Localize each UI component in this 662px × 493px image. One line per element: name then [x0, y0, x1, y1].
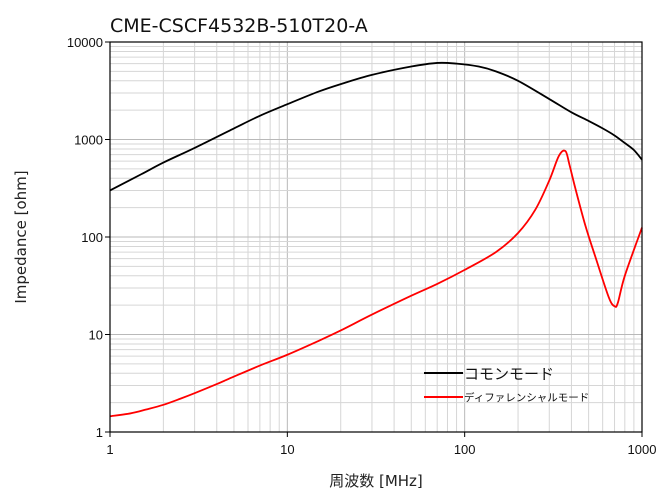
- series-layer: [109, 61, 643, 418]
- legend: コモンモード ディファレンシャルモード: [424, 365, 589, 404]
- x-tick-label: 1: [106, 442, 113, 457]
- series-line-differential-mode: [109, 149, 643, 418]
- y-tick-label: 10000: [67, 35, 103, 50]
- y-tick-label: 1: [96, 425, 103, 440]
- tick-labels: 1 10 100 1000 1 10 100 1000 10000: [67, 35, 657, 457]
- series-line-common-mode: [109, 61, 643, 192]
- legend-label-differential-mode: ディファレンシャルモード: [464, 391, 589, 404]
- y-tick-label: 10: [89, 328, 103, 343]
- x-tick-label: 100: [454, 442, 476, 457]
- grid: [110, 42, 642, 432]
- chart-title: CME-CSCF4532B-510T20-A: [110, 15, 368, 37]
- y-tick-label: 100: [81, 230, 103, 245]
- y-axis-label: Impedance [ohm]: [12, 170, 30, 303]
- x-axis-label: 周波数 [MHz]: [329, 472, 423, 490]
- x-tick-label: 1000: [628, 442, 657, 457]
- y-tick-label: 1000: [74, 133, 103, 148]
- legend-label-common-mode: コモンモード: [464, 365, 554, 383]
- x-tick-label: 10: [280, 442, 294, 457]
